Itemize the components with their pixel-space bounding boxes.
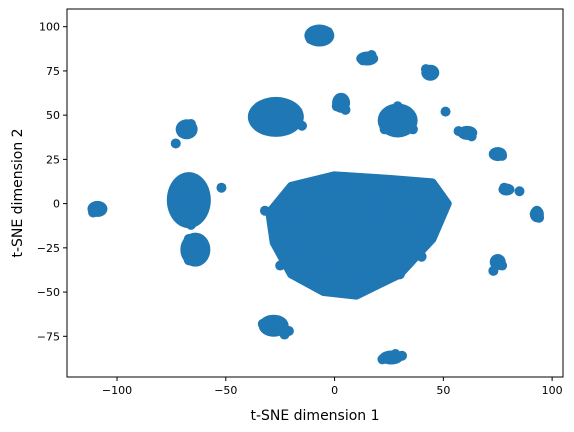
x-tick-label: 50 <box>436 384 450 397</box>
scatter-point <box>88 207 99 218</box>
x-tick-label: −100 <box>102 384 132 397</box>
scatter-point <box>373 216 384 227</box>
scatter-point <box>323 27 334 37</box>
scatter-point <box>340 172 351 183</box>
scatter-point <box>312 207 323 218</box>
x-axis-label: t-SNE dimension 1 <box>250 408 379 424</box>
scatter-point <box>362 278 373 289</box>
y-tick-label: 75 <box>46 65 60 78</box>
scatter-point <box>392 101 403 112</box>
scatter-point <box>283 326 294 336</box>
scatter-point <box>264 315 275 326</box>
scatter-point <box>331 101 342 112</box>
scatter-point <box>177 207 188 218</box>
scatter-point <box>420 64 431 75</box>
y-tick-label: 100 <box>39 21 60 34</box>
scatter-point <box>394 269 405 280</box>
scatter-point <box>186 241 196 252</box>
scatter-point <box>216 182 227 193</box>
y-axis-label: t-SNE dimension 2 <box>10 128 26 257</box>
y-tick-label: −25 <box>37 242 60 255</box>
scatter-point <box>303 189 314 200</box>
scatter-point <box>531 205 542 216</box>
scatter-point <box>286 242 297 253</box>
scatter-point <box>351 251 362 262</box>
scatter-point <box>383 242 394 253</box>
scatter-point <box>427 189 438 200</box>
scatter-point <box>194 242 205 253</box>
scatter-point <box>340 225 351 236</box>
scatter-point <box>286 113 297 124</box>
scatter-point <box>199 195 210 206</box>
cluster-main <box>265 171 452 300</box>
scatter-point <box>259 205 270 216</box>
scatter-point <box>397 350 408 361</box>
scatter-point <box>186 119 196 129</box>
scatter-point <box>366 50 377 60</box>
scatter-point <box>340 104 351 115</box>
scatter-point <box>275 260 286 271</box>
scatter-point <box>172 198 183 209</box>
scatter-point <box>453 126 464 137</box>
scatter-point <box>394 180 405 191</box>
scatter-point <box>346 287 357 298</box>
scatter-point <box>325 248 336 259</box>
scatter-point <box>355 207 366 218</box>
scatter-point <box>183 255 194 266</box>
scatter-point <box>488 265 499 276</box>
x-tick-label: 0 <box>331 384 338 397</box>
plot-frame <box>66 8 564 378</box>
scatter-point <box>270 120 281 131</box>
scatter-point <box>416 225 427 236</box>
y-axis: −75 −50 −25 0 25 50 75 100 <box>37 21 67 343</box>
scatter-point <box>177 127 188 138</box>
scatter-point <box>186 219 196 230</box>
scatter-point <box>307 234 318 244</box>
scatter-point <box>407 124 418 135</box>
scatter-point <box>329 180 340 191</box>
scatter-point <box>373 189 384 200</box>
scatter-point <box>305 34 316 45</box>
scatter-point <box>292 106 303 117</box>
x-tick-label: −50 <box>214 384 237 397</box>
points-layer <box>88 27 545 365</box>
scatter-point <box>318 269 329 280</box>
scatter-point <box>394 113 405 124</box>
scatter-point <box>253 110 264 121</box>
scatter-point <box>416 251 427 262</box>
y-tick-label: −75 <box>37 330 60 343</box>
x-axis: −100 −50 0 50 100 <box>102 377 563 397</box>
scatter-point <box>514 186 525 197</box>
scatter-point <box>296 120 307 131</box>
y-tick-label: −50 <box>37 286 60 299</box>
y-tick-label: 50 <box>46 109 60 122</box>
scatter-point <box>362 234 373 244</box>
scatter-point <box>192 212 203 223</box>
scatter-point <box>440 106 451 117</box>
scatter-point <box>183 189 194 200</box>
x-tick-label: 100 <box>542 384 563 397</box>
scatter-point <box>264 106 275 117</box>
scatter-point <box>170 138 181 149</box>
scatter-point <box>277 110 288 121</box>
scatter-point <box>492 147 503 158</box>
scatter-point <box>503 184 514 195</box>
scatter-point <box>405 207 416 218</box>
scatter-point <box>329 207 340 218</box>
scatter-point <box>466 131 477 142</box>
y-tick-label: 25 <box>46 153 60 166</box>
scatter-point <box>377 354 388 365</box>
scatter-point <box>497 260 508 271</box>
y-tick-label: 0 <box>53 198 60 211</box>
scatter-point <box>377 260 388 271</box>
scatter-point <box>190 198 201 209</box>
scatter-point <box>318 35 329 46</box>
scatter-point <box>357 55 368 66</box>
scatter-point <box>405 234 416 244</box>
scatter-point <box>379 124 390 135</box>
scatter-point <box>290 216 301 227</box>
scatter-point <box>275 203 286 214</box>
